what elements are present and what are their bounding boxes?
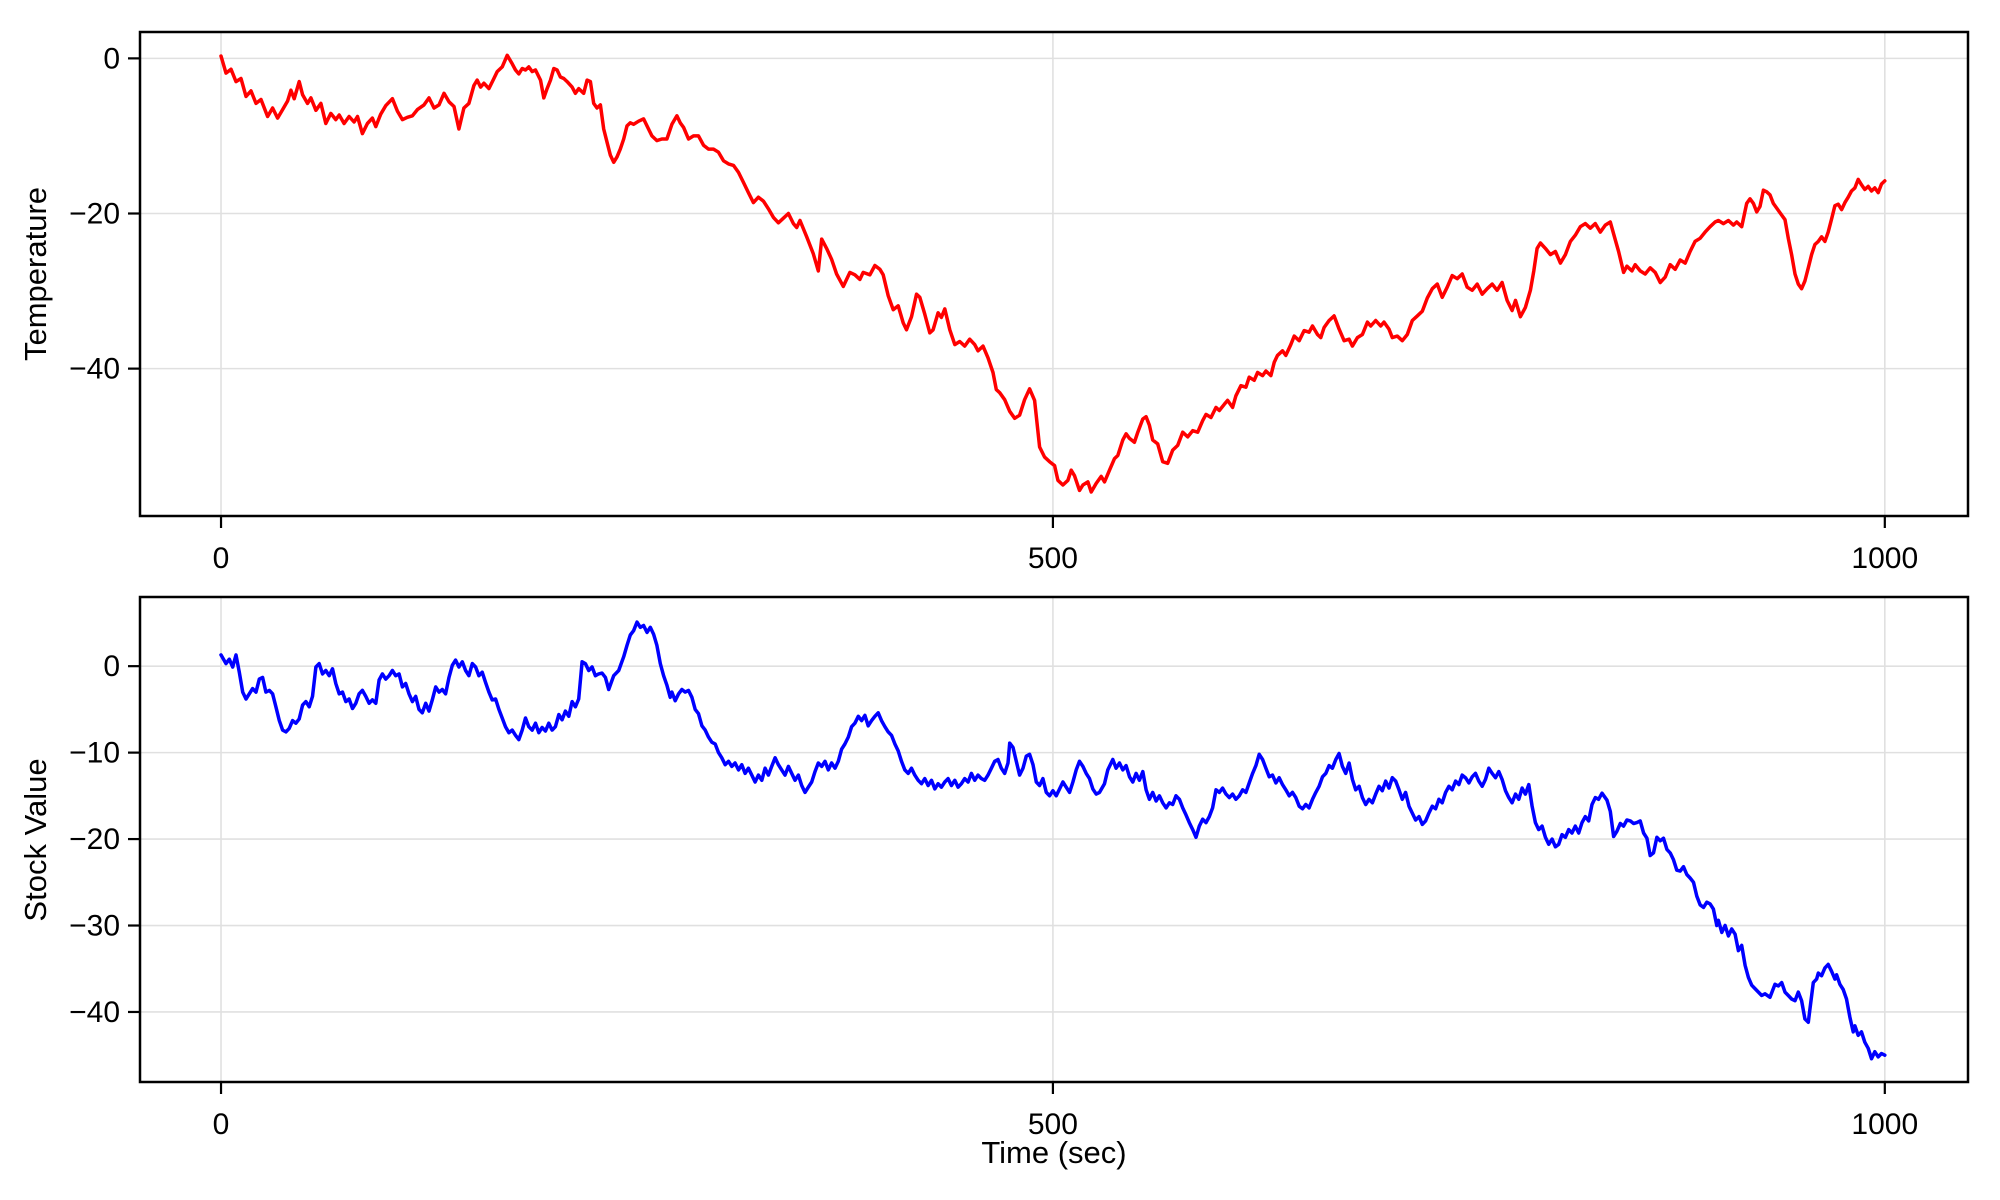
y-axis-label-top: Temperature bbox=[18, 187, 53, 361]
y-tick-label: −10 bbox=[69, 737, 120, 770]
y-tick-label: −40 bbox=[69, 996, 120, 1029]
plot-border bbox=[138, 30, 1970, 518]
y-tick-label: 0 bbox=[103, 650, 120, 683]
plot-areas: 0 500 1000 0 −20 −40 0 500 1000 0 −10 −20 −30 −40 bbox=[69, 30, 1970, 1141]
x-tick-label: 500 bbox=[1028, 542, 1078, 575]
y-tick-label: 0 bbox=[103, 42, 120, 75]
x-tick-label: 1000 bbox=[1851, 1108, 1918, 1141]
x-tick-label: 0 bbox=[213, 542, 230, 575]
temperature-line bbox=[219, 53, 1887, 494]
y-tick-label: −30 bbox=[69, 910, 120, 943]
y-tick-label: −20 bbox=[69, 198, 120, 231]
x-tick-label: 1000 bbox=[1851, 542, 1918, 575]
stock-value-line bbox=[219, 620, 1887, 1061]
x-tick-label: 500 bbox=[1028, 1108, 1078, 1141]
x-tick-label: 0 bbox=[213, 1108, 230, 1141]
plot-stock-value: 0 500 1000 0 −10 −20 −30 −40 bbox=[69, 595, 1970, 1141]
x-axis-label: Time (sec) bbox=[981, 1135, 1126, 1170]
y-tick-label: −20 bbox=[69, 823, 120, 856]
plot-temperature: 0 500 1000 0 −20 −40 bbox=[69, 30, 1970, 575]
y-tick-label: −40 bbox=[69, 353, 120, 386]
y-axis-label-bottom: Stock Value bbox=[18, 758, 53, 921]
